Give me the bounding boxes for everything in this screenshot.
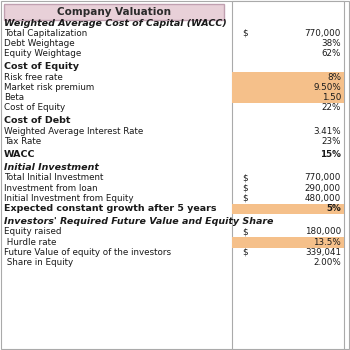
- Text: Investment from loan: Investment from loan: [4, 184, 98, 192]
- Text: 339,041: 339,041: [305, 248, 341, 257]
- Text: 480,000: 480,000: [305, 194, 341, 203]
- Bar: [232, 237, 344, 247]
- Text: 770,000: 770,000: [304, 29, 341, 38]
- Text: Beta: Beta: [4, 93, 24, 102]
- Text: 23%: 23%: [322, 137, 341, 146]
- Text: Weighted Average Cost of Capital (WACC): Weighted Average Cost of Capital (WACC): [4, 19, 227, 28]
- Text: Tax Rate: Tax Rate: [4, 137, 41, 146]
- Text: 9.50%: 9.50%: [313, 83, 341, 92]
- Text: Company Valuation: Company Valuation: [57, 7, 171, 17]
- Bar: [232, 83, 344, 93]
- Text: Debt Weightage: Debt Weightage: [4, 39, 75, 48]
- Text: Future Value of equity of the investors: Future Value of equity of the investors: [4, 248, 171, 257]
- Text: Hurdle rate: Hurdle rate: [4, 238, 56, 247]
- Text: 62%: 62%: [322, 49, 341, 58]
- Text: Equity raised: Equity raised: [4, 228, 62, 236]
- Text: Total Initial Investment: Total Initial Investment: [4, 173, 103, 182]
- Text: $: $: [242, 29, 248, 38]
- Text: 3.41%: 3.41%: [313, 127, 341, 135]
- Text: 15%: 15%: [320, 150, 341, 159]
- Bar: [4, 4, 224, 20]
- Text: 2.00%: 2.00%: [313, 258, 341, 267]
- Text: 290,000: 290,000: [305, 184, 341, 192]
- Text: WACC: WACC: [4, 150, 35, 159]
- Text: 770,000: 770,000: [304, 173, 341, 182]
- Text: $: $: [242, 184, 248, 192]
- Text: Total Capitalization: Total Capitalization: [4, 29, 87, 38]
- Text: Cost of Equity: Cost of Equity: [4, 103, 65, 112]
- Text: Equity Weightage: Equity Weightage: [4, 49, 81, 58]
- Text: 180,000: 180,000: [305, 228, 341, 236]
- Text: 8%: 8%: [327, 72, 341, 82]
- Text: Initial Investment from Equity: Initial Investment from Equity: [4, 194, 133, 203]
- Text: $: $: [242, 173, 248, 182]
- Bar: [232, 72, 344, 83]
- Text: 5%: 5%: [326, 204, 341, 213]
- Text: 13.5%: 13.5%: [313, 238, 341, 247]
- Text: Cost of Debt: Cost of Debt: [4, 117, 70, 125]
- Text: $: $: [242, 248, 248, 257]
- Text: Cost of Equity: Cost of Equity: [4, 62, 79, 71]
- Bar: [232, 1, 344, 349]
- Text: $: $: [242, 194, 248, 203]
- Text: Market risk premium: Market risk premium: [4, 83, 94, 92]
- Text: 22%: 22%: [322, 103, 341, 112]
- Text: Share in Equity: Share in Equity: [4, 258, 73, 267]
- Text: Investors' Required Future Value and Equity Share: Investors' Required Future Value and Equ…: [4, 217, 273, 226]
- Bar: [232, 204, 344, 214]
- Text: Weighted Average Interest Rate: Weighted Average Interest Rate: [4, 127, 143, 135]
- Text: Initial Investment: Initial Investment: [4, 163, 99, 172]
- Text: Risk free rate: Risk free rate: [4, 72, 63, 82]
- Text: 38%: 38%: [321, 39, 341, 48]
- Bar: [232, 93, 344, 103]
- Text: $: $: [242, 228, 248, 236]
- Text: 1.50: 1.50: [322, 93, 341, 102]
- Text: Expected constant growth after 5 years: Expected constant growth after 5 years: [4, 204, 217, 213]
